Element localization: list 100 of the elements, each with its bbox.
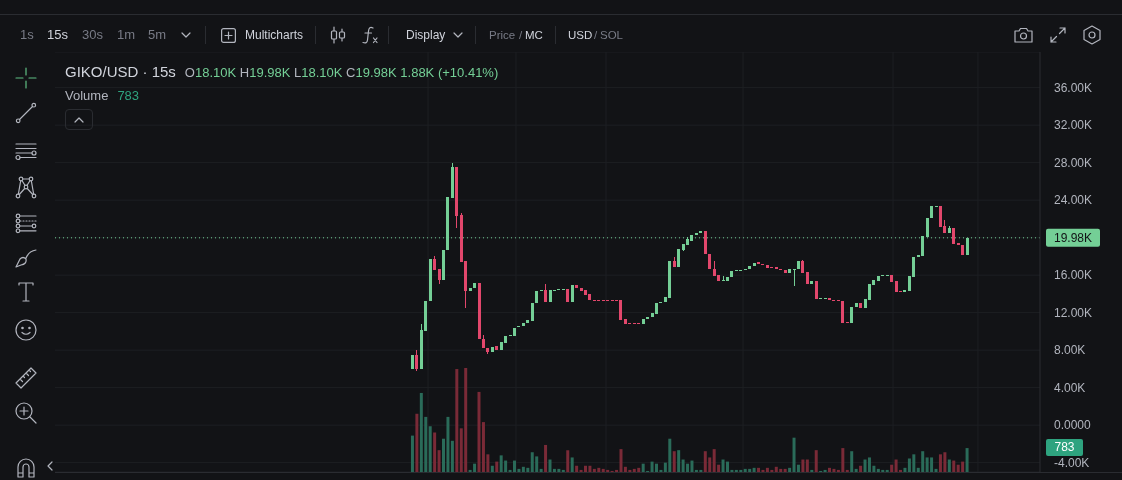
bar — [530, 452, 534, 472]
bar — [415, 413, 419, 472]
y-tick-label: 16.00K — [1054, 268, 1093, 283]
bar — [961, 461, 965, 472]
bar — [632, 468, 636, 472]
bar — [544, 444, 548, 472]
bar — [801, 459, 805, 472]
bar — [561, 469, 565, 472]
bar — [757, 467, 761, 472]
text: 5m — [148, 27, 167, 43]
y-tick-label: 8.00K — [1054, 343, 1086, 358]
candlestick — [793, 269, 796, 286]
bar — [668, 438, 672, 472]
text: O18.10K H19.98K L18.10K C19.98K 1.88K (+10.41%) — [184, 65, 499, 80]
bar — [579, 469, 583, 472]
bar — [854, 468, 858, 472]
bar — [499, 455, 503, 472]
bar — [566, 450, 570, 472]
bar — [774, 466, 778, 472]
bar — [823, 469, 827, 472]
bar — [845, 469, 849, 472]
bar — [495, 461, 499, 472]
bar — [588, 465, 592, 472]
bar — [748, 468, 752, 472]
bar — [694, 469, 698, 472]
bar — [725, 461, 729, 472]
bar — [570, 457, 574, 472]
text: 15s — [47, 27, 68, 43]
bar — [881, 469, 885, 472]
bar — [734, 469, 738, 472]
text: MC — [525, 28, 543, 43]
bar — [703, 451, 707, 472]
bar — [450, 440, 454, 472]
bar — [654, 463, 658, 472]
y-tick-label: 12.00K — [1054, 305, 1093, 320]
y-tick-label: 32.00K — [1054, 118, 1093, 133]
bar — [584, 465, 587, 472]
bar — [903, 467, 907, 472]
text: Multicharts — [245, 27, 304, 43]
bar — [956, 464, 960, 472]
bar — [535, 456, 539, 472]
bar — [521, 466, 525, 472]
bar — [894, 459, 898, 472]
bar — [770, 469, 774, 472]
bar — [912, 454, 916, 472]
text: Price — [489, 28, 516, 43]
bar — [814, 450, 818, 472]
bar — [739, 469, 743, 472]
text: / — [519, 28, 523, 43]
bar — [419, 392, 423, 472]
y-tick-label: 24.00K — [1054, 193, 1093, 208]
text: 783 — [1046, 439, 1083, 457]
bar — [597, 467, 601, 472]
text: 1s — [20, 27, 34, 43]
bar — [885, 469, 889, 472]
bar — [792, 437, 796, 472]
bar — [592, 468, 596, 472]
y-tick-label: 0.0000 — [1054, 418, 1092, 433]
text: 1m — [117, 27, 136, 43]
bar — [934, 468, 938, 472]
bar — [805, 459, 809, 472]
bar — [690, 460, 694, 472]
bar — [850, 451, 854, 472]
bar — [721, 459, 725, 472]
bar — [446, 416, 450, 472]
bar — [557, 468, 561, 472]
bar — [623, 466, 627, 472]
bar — [455, 369, 459, 472]
text: 783 — [117, 88, 140, 103]
y-tick-label: 4.00K — [1054, 380, 1086, 395]
bar — [925, 457, 929, 472]
bar — [841, 448, 845, 472]
bar — [619, 449, 623, 472]
bar — [428, 426, 432, 472]
bar — [473, 463, 477, 472]
bar — [548, 459, 552, 472]
bar — [752, 467, 756, 472]
bar — [907, 458, 911, 472]
bar — [712, 449, 716, 472]
bar — [490, 465, 494, 472]
bar — [650, 461, 654, 472]
bar — [930, 457, 934, 472]
bar — [433, 432, 437, 472]
bar — [637, 467, 641, 472]
bar — [859, 465, 863, 472]
bar — [783, 468, 787, 472]
bar — [677, 450, 681, 472]
bar — [828, 467, 832, 472]
bar — [765, 467, 769, 472]
bar — [788, 467, 792, 472]
bar — [681, 459, 685, 472]
bar — [526, 467, 530, 472]
text: / — [594, 28, 598, 43]
bar — [672, 451, 676, 472]
bar — [464, 368, 468, 472]
text: USD — [568, 28, 593, 43]
text: GIKO/USD · 15s — [65, 63, 176, 80]
ref-line-label: 19.98K — [1053, 231, 1093, 246]
bar — [437, 450, 441, 472]
bar — [699, 469, 703, 472]
